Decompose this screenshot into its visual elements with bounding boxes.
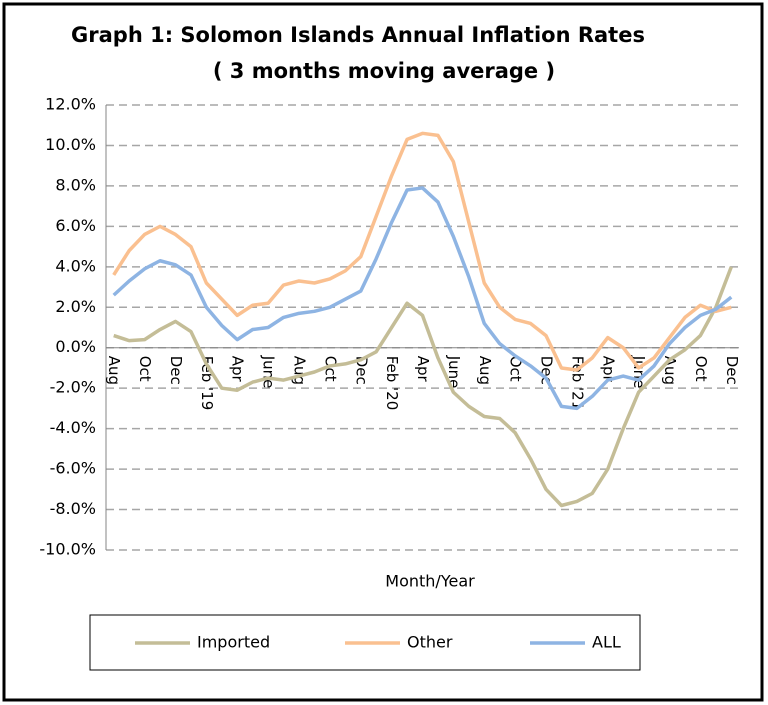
y-tick-label: 4.0% <box>55 256 96 275</box>
x-tick-label: Oct <box>507 356 525 382</box>
y-tick-label: -8.0% <box>50 499 96 518</box>
x-tick-label: Oct <box>321 356 339 382</box>
legend-label: Imported <box>197 633 270 652</box>
series-line <box>113 266 733 508</box>
x-tick-label: Dec <box>167 356 185 385</box>
chart-title: Graph 1: Solomon Islands Annual Inflatio… <box>71 23 645 47</box>
y-tick-label: -6.0% <box>50 459 96 478</box>
legend-label: Other <box>407 633 453 652</box>
x-tick-label: Oct <box>692 356 710 382</box>
x-tick-label: Apr <box>414 356 432 383</box>
y-tick-label: 0.0% <box>55 337 96 356</box>
x-tick-label: Dec <box>538 356 556 385</box>
y-tick-label: -10.0% <box>39 540 96 559</box>
y-tick-label: 10.0% <box>45 135 96 154</box>
x-tick-label: Dec <box>352 356 370 385</box>
x-tick-label: Aug <box>476 356 494 385</box>
x-tick-label: Aug <box>105 356 123 385</box>
x-tick-label: Feb '20 <box>383 356 401 411</box>
y-tick-label: -4.0% <box>50 418 96 437</box>
x-tick-label: Apr <box>229 356 247 383</box>
y-tick-label: 12.0% <box>45 95 96 114</box>
series-line <box>112 186 733 411</box>
x-tick-label: Aug <box>290 356 308 385</box>
series-line <box>112 131 732 372</box>
x-axis-title: Month/Year <box>385 572 475 591</box>
x-tick-label: June <box>260 355 278 389</box>
chart-subtitle: ( 3 months moving average ) <box>213 59 555 83</box>
x-tick-label: Apr <box>599 356 617 383</box>
y-tick-label: 6.0% <box>55 216 96 235</box>
legend-box <box>89 614 641 671</box>
x-tick-label: Dec <box>723 356 741 385</box>
y-tick-label: 8.0% <box>55 175 96 194</box>
legend-label: ALL <box>592 633 621 652</box>
x-tick-label: Oct <box>136 356 154 382</box>
y-tick-label: -2.0% <box>50 378 96 397</box>
y-tick-label: 2.0% <box>55 297 96 316</box>
